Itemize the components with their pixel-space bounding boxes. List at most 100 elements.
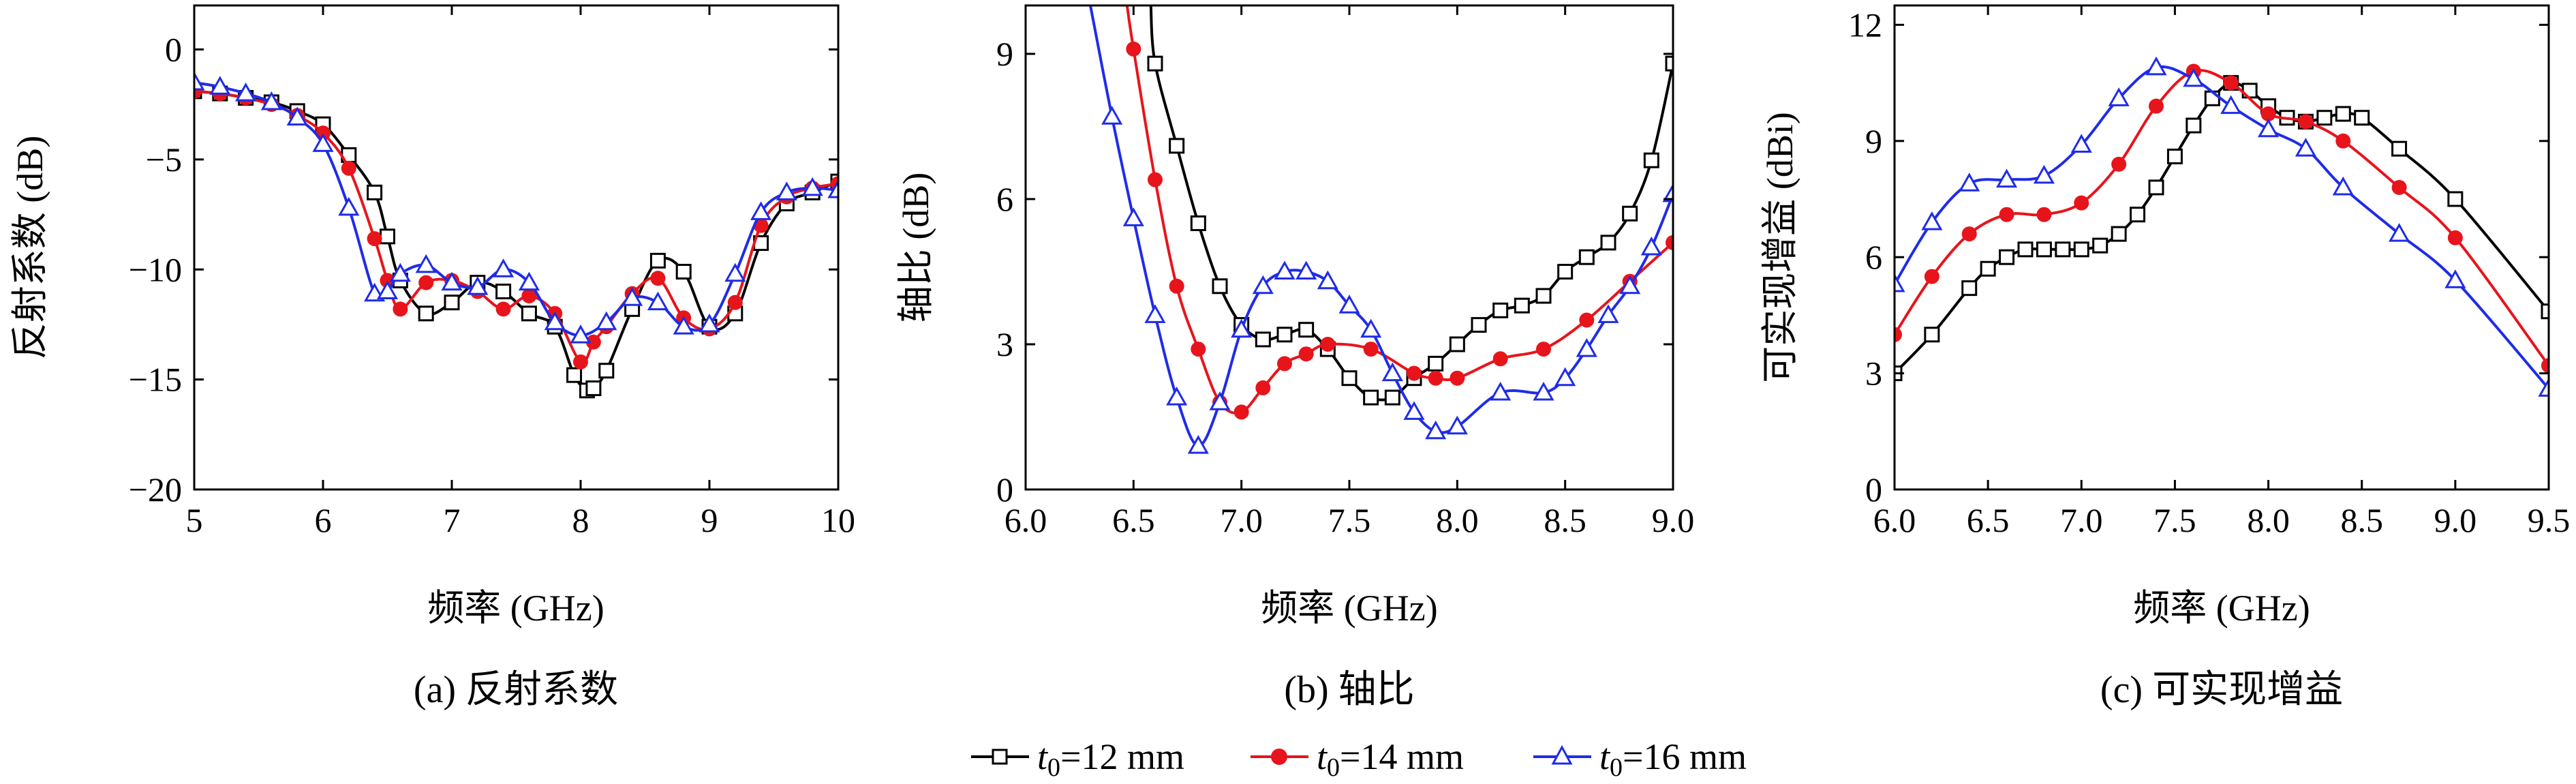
data-point	[1187, 435, 1209, 454]
data-point	[1381, 362, 1403, 382]
x-tick-label: 6.0	[1873, 501, 1916, 539]
data-point	[2073, 241, 2089, 258]
data-point	[724, 262, 746, 282]
data-point	[1924, 327, 1940, 343]
data-point	[1403, 401, 1425, 420]
data-point	[1360, 318, 1382, 338]
data-point	[2388, 223, 2410, 242]
data-point	[1126, 41, 1141, 57]
data-point	[1277, 356, 1292, 372]
data-point	[2295, 138, 2317, 157]
data-point	[1536, 342, 1551, 357]
data-point	[376, 280, 399, 300]
data-point	[1643, 152, 1659, 168]
data-point	[585, 334, 601, 350]
legend-item-t16: t0=16 mm	[1533, 736, 1747, 782]
panel-caption: (b) 轴比	[1284, 669, 1414, 711]
triangle-marker-icon	[1551, 744, 1573, 765]
data-point	[2111, 156, 2127, 172]
x-tick-label: 5	[186, 501, 203, 539]
data-point	[1535, 288, 1552, 304]
data-point	[1895, 273, 1905, 292]
y-axis-label: 反射系数 (dB)	[10, 136, 50, 359]
data-point	[2447, 191, 2464, 207]
data-point	[389, 262, 411, 282]
series-s14	[194, 83, 838, 370]
series-line	[1895, 81, 2549, 374]
series-s16	[194, 71, 838, 344]
data-point	[518, 271, 540, 291]
data-point	[260, 91, 282, 110]
data-point	[2220, 95, 2242, 115]
data-point	[1255, 331, 1271, 348]
series-line	[1089, 5, 1673, 448]
data-point	[1665, 55, 1673, 72]
data-point	[194, 71, 205, 91]
data-point	[1921, 211, 1943, 230]
y-axis-label: 轴比 (dB)	[895, 172, 936, 322]
svg-text:t0=12 mm: t0=12 mm	[1037, 736, 1184, 782]
data-point	[2223, 75, 2239, 91]
data-point	[1471, 317, 1487, 333]
data-point	[1298, 346, 1314, 362]
series-s14	[1125, 5, 1673, 420]
data-point	[2391, 179, 2407, 195]
svg-text:t0=16 mm: t0=16 mm	[1599, 736, 1747, 782]
data-point	[1407, 365, 1422, 381]
data-point	[1597, 304, 1619, 323]
data-point	[341, 160, 356, 176]
data-point	[467, 276, 489, 295]
legend-item-t14: t0=14 mm	[1251, 736, 1464, 782]
data-point	[2036, 207, 2052, 222]
data-point	[1169, 138, 1185, 154]
data-point	[209, 76, 231, 95]
x-tick-label: 6.5	[1112, 501, 1155, 539]
data-point	[1276, 327, 1293, 343]
y-tick-label: 0	[1865, 470, 1882, 509]
data-point	[521, 288, 537, 303]
data-point	[1255, 380, 1271, 395]
x-axis-label: 频率 (GHz)	[1261, 588, 1437, 629]
data-point	[1166, 387, 1188, 406]
data-point	[2335, 106, 2351, 122]
data-point	[1600, 235, 1616, 251]
x-axis-label: 频率 (GHz)	[427, 588, 604, 629]
data-point	[1338, 295, 1360, 314]
data-point	[750, 201, 772, 220]
legend-sub: 0	[1047, 753, 1060, 782]
data-point	[493, 258, 515, 277]
data-point	[2070, 134, 2092, 153]
data-point	[2033, 164, 2055, 184]
data-point	[1428, 370, 1443, 386]
legend-label: =14 mm	[1340, 736, 1464, 777]
x-tick-label: 9.0	[1652, 501, 1695, 539]
legend-label: =12 mm	[1060, 736, 1184, 777]
data-point	[699, 313, 720, 333]
data-point	[1492, 351, 1508, 367]
data-point	[827, 179, 838, 198]
data-point	[566, 367, 583, 383]
series-line	[194, 89, 838, 364]
data-point	[2145, 56, 2167, 76]
data-point	[673, 316, 694, 335]
data-point	[573, 354, 588, 370]
data-point	[2130, 207, 2146, 223]
data-point	[1147, 55, 1163, 72]
data-point	[2257, 118, 2280, 138]
panel-caption: (c) 可实现增益	[2100, 669, 2343, 711]
series-line	[1895, 65, 2549, 390]
data-point	[1428, 355, 1444, 372]
data-point	[544, 311, 566, 331]
data-point	[1640, 236, 1662, 256]
data-point	[2332, 176, 2354, 196]
data-point	[418, 305, 434, 322]
data-point	[727, 295, 743, 310]
y-tick-label: −5	[146, 140, 182, 179]
y-tick-label: 6	[996, 180, 1013, 218]
data-point	[598, 363, 615, 379]
legend-label: =16 mm	[1623, 736, 1747, 777]
circle-marker-icon	[1271, 749, 1287, 765]
data-point	[393, 301, 408, 317]
data-point	[1233, 404, 1249, 420]
